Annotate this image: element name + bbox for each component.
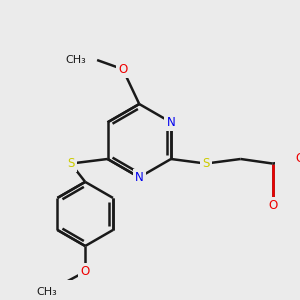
Text: CH₃: CH₃ [65, 55, 86, 65]
Text: O: O [296, 152, 300, 166]
Text: N: N [167, 116, 176, 129]
Text: S: S [67, 157, 75, 170]
Text: CH₃: CH₃ [36, 287, 57, 297]
Text: O: O [118, 63, 128, 76]
Text: O: O [268, 199, 277, 212]
Text: S: S [202, 157, 209, 170]
Text: N: N [135, 171, 144, 184]
Text: O: O [81, 265, 90, 278]
